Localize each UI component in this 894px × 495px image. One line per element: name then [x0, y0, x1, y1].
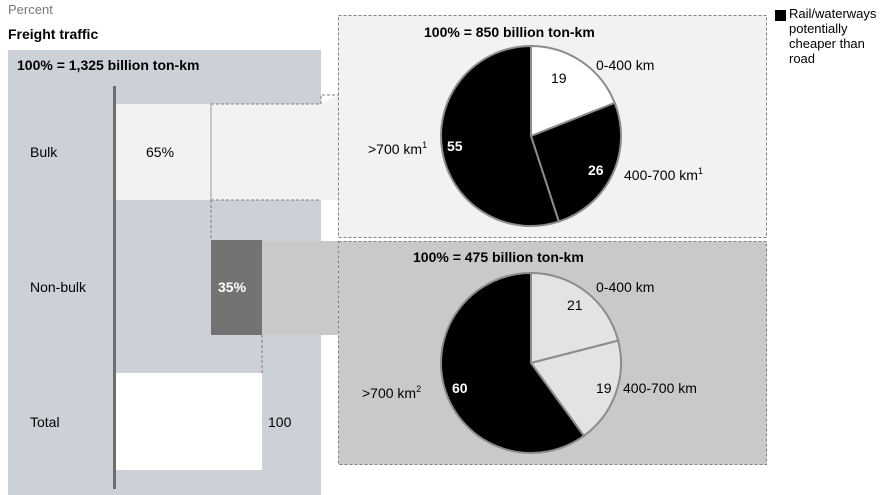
slice-value-nonbulk-400-700: 19 [596, 380, 612, 396]
total-volume-label: 100% = 1,325 billion ton-km [17, 57, 200, 73]
slice-label-nonbulk-400-700: 400-700 km [623, 380, 697, 396]
pie-bulk [440, 44, 622, 227]
slice-value-bulk-700plus: 55 [447, 138, 463, 154]
pie-bulk-slice-1 [529, 101, 622, 223]
value-label-bulk: 65% [146, 144, 174, 160]
bar-nonbulk [211, 240, 262, 335]
value-label-nonbulk: 35% [218, 279, 247, 295]
category-label-nonbulk: Non-bulk [30, 279, 87, 295]
slice-label-bulk-400-700: 400-700 km1 [624, 166, 703, 183]
category-label-bulk: Bulk [30, 144, 58, 160]
pie-nonbulk [440, 271, 622, 454]
value-label-total: 100 [268, 414, 292, 430]
slice-label-bulk-700plus: >700 km1 [368, 140, 427, 157]
slice-value-nonbulk-700plus: 60 [452, 380, 468, 396]
pie-nonbulk-slice-1 [529, 339, 622, 438]
legend-label: Rail/waterways potentially cheaper than … [789, 6, 877, 66]
pie-nonbulk-slice-2 [440, 271, 586, 454]
pie-nonbulk-slice-0 [530, 271, 620, 365]
bulk-connector-top-line [211, 94, 339, 105]
pie-title-bulk: 100% = 850 billion ton-km [424, 24, 595, 40]
bulk-connector [211, 95, 338, 200]
slice-label-nonbulk-0-400: 0-400 km [596, 279, 654, 295]
pie-bulk-slice-0 [530, 44, 616, 138]
slice-label-nonbulk-700plus: >700 km2 [362, 384, 421, 401]
legend-swatch [775, 10, 786, 21]
category-axis [113, 86, 116, 489]
bar-bulk [116, 104, 211, 200]
pie-bulk-slice-2 [440, 44, 561, 227]
slice-value-nonbulk-0-400: 21 [567, 297, 583, 313]
nonbulk-connector [262, 241, 338, 335]
unit-label: Percent [8, 2, 53, 17]
slice-label-bulk-0-400: 0-400 km [596, 57, 654, 73]
pie-title-nonbulk: 100% = 475 billion ton-km [413, 249, 584, 265]
category-label-total: Total [30, 414, 60, 430]
slice-value-bulk-400-700: 26 [588, 162, 604, 178]
slice-value-bulk-0-400: 19 [551, 70, 567, 86]
section-title: Freight traffic [8, 26, 99, 42]
bar-total [116, 373, 262, 470]
